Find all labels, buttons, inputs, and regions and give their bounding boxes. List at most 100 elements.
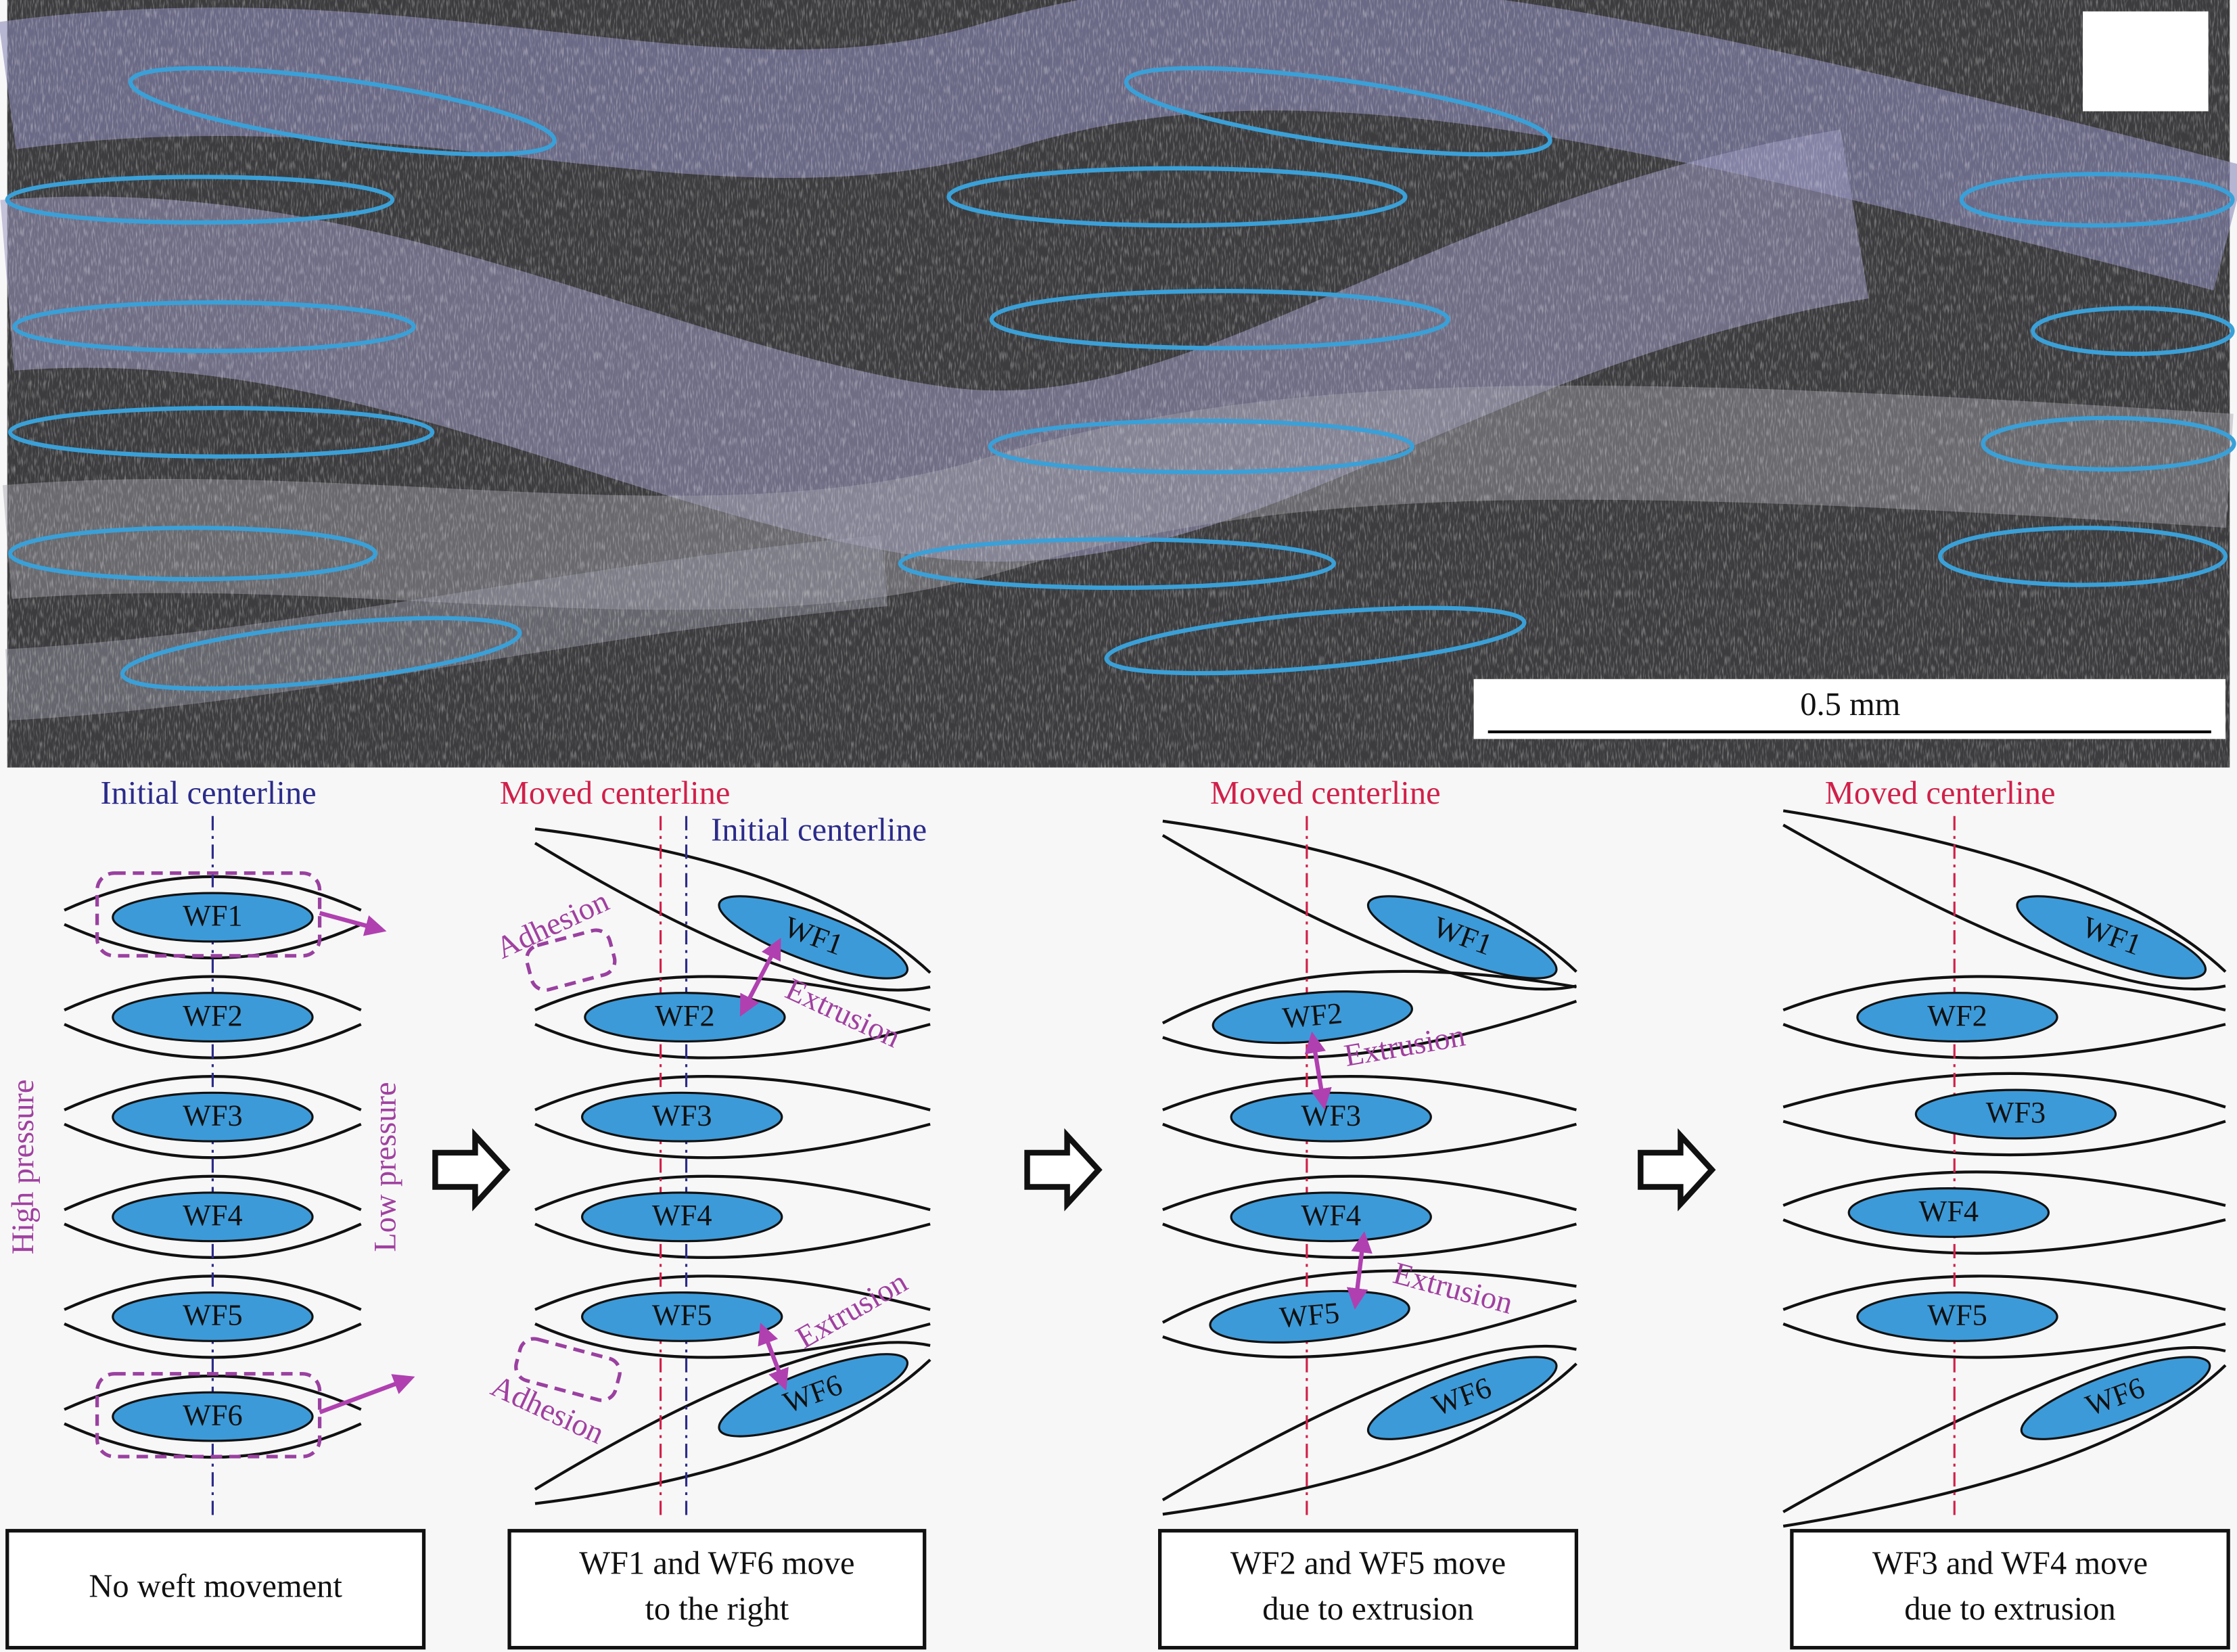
warp-yarn	[534, 1023, 931, 1059]
weft-label: WF5	[652, 1299, 712, 1332]
warp-yarn	[534, 1358, 931, 1505]
micrograph: 0.5 mm	[0, 0, 2237, 768]
weft-ellipse	[718, 895, 909, 980]
warp-yarn	[534, 1075, 931, 1111]
warp-yarn	[1782, 975, 2226, 1012]
scale-bar-box	[1473, 679, 2226, 739]
warp-yarn	[1162, 1362, 1577, 1516]
warp-yarn	[64, 1122, 362, 1160]
weft: WF5	[112, 1291, 314, 1342]
weft-ellipse	[581, 1191, 783, 1243]
weft-label: WF1	[183, 899, 243, 932]
warp-yarn	[1782, 1346, 2226, 1513]
scale-bar-label: 0.5 mm	[1800, 687, 1900, 722]
weft: WF2	[1856, 992, 2058, 1043]
weft-label: WF4	[1301, 1199, 1361, 1232]
weft-ellipse	[1366, 1356, 1558, 1440]
warp-yarn	[1782, 823, 2226, 991]
annotation: High pressure	[6, 1080, 41, 1255]
weft-ellipse	[112, 892, 314, 943]
weft: WF2	[584, 992, 786, 1043]
caption: WF3 and WF4 move	[1872, 1546, 2148, 1582]
movement-arrow	[758, 1323, 789, 1391]
caption-box	[5, 1529, 426, 1650]
warp-yarn	[1782, 1275, 2226, 1311]
weft-label: WF3	[183, 1099, 243, 1132]
weft-label: WF2	[1281, 996, 1343, 1035]
warp-yarn	[64, 975, 362, 1011]
warp-yarn	[534, 975, 931, 1012]
warp-yarn	[1162, 819, 1577, 973]
weft: WF5	[581, 1291, 783, 1342]
adhesion-box	[514, 1337, 622, 1402]
weft-ellipse	[581, 1091, 783, 1143]
warp-yarn	[1162, 1074, 1577, 1111]
warp-yarn	[1782, 809, 2227, 973]
weft-label: WF2	[655, 999, 715, 1032]
warp-yarn	[534, 1322, 931, 1359]
weft: WF5	[1856, 1291, 2058, 1342]
weft-label: WF3	[1986, 1096, 2046, 1129]
warp-yarn	[1161, 1344, 1577, 1502]
weft: WF6	[718, 1353, 909, 1438]
weft-label: WF4	[1919, 1195, 1979, 1228]
warp-yarn	[1782, 1023, 2226, 1059]
panel: Moved centerlineWF1WF2WF3WF4WF5WF6Extrus…	[1158, 775, 1579, 1650]
weft-label: WF4	[652, 1199, 712, 1232]
movement-arrow	[1346, 1231, 1373, 1310]
warp-yarn	[1161, 969, 1577, 1025]
weft-ellipse	[2020, 1356, 2211, 1440]
weft-ellipse	[112, 1291, 314, 1342]
weft-label: WF3	[652, 1099, 712, 1132]
warp-yarn	[1782, 1170, 2226, 1207]
warp-yarn	[1162, 1122, 1577, 1160]
warp-yarn	[64, 1174, 362, 1212]
weft: WF4	[581, 1191, 783, 1243]
weft-ellipse	[718, 1353, 909, 1438]
movement-arrow	[1304, 1031, 1332, 1110]
weft-ellipse	[2016, 895, 2207, 980]
warp-yarn	[534, 1174, 931, 1212]
warp-yarn	[534, 827, 931, 974]
weft: WF3	[112, 1091, 314, 1143]
caption: WF2 and WF5 move	[1230, 1546, 1506, 1582]
warp-yarn	[1162, 999, 1577, 1059]
weft: WF6	[112, 1391, 314, 1442]
weft-ellipse	[1856, 1291, 2058, 1342]
white-box	[2083, 11, 2209, 112]
warp-yarn	[534, 1122, 931, 1160]
centerline-label: Moved centerline	[1825, 775, 2056, 811]
warp-yarn	[1782, 1072, 2226, 1109]
adhesion-box	[95, 1372, 322, 1459]
warp-yarn	[534, 1275, 931, 1311]
caption-box	[1790, 1529, 2230, 1650]
caption: to the right	[645, 1591, 789, 1627]
weft-label: WF2	[183, 999, 243, 1032]
weft-label: WF5	[183, 1299, 243, 1332]
warp-yarn	[1162, 1174, 1577, 1212]
weft: WF2	[112, 992, 314, 1043]
weft-ellipse	[1230, 1191, 1432, 1243]
weft: WF4	[112, 1191, 314, 1243]
weft-ellipse	[1847, 1187, 2050, 1238]
weft: WF3	[1914, 1088, 2117, 1140]
centerline-label: Initial centerline	[711, 812, 927, 848]
weft: WF1	[112, 892, 314, 943]
weft-label: WF6	[183, 1398, 243, 1431]
warp-yarn	[1161, 834, 1577, 991]
step-arrow	[432, 1128, 511, 1212]
weft: WF3	[1230, 1091, 1432, 1143]
panels: Initial centerlineWF1WF2WF3WF4WF5WF6High…	[5, 775, 2230, 1650]
warp-yarn	[1782, 1364, 2227, 1528]
movement-arrow	[739, 938, 781, 1017]
warp-yarn	[64, 1374, 362, 1411]
weft-ellipse	[1914, 1088, 2117, 1140]
adhesion-box	[524, 928, 617, 992]
adhesion-box	[95, 871, 322, 958]
caption-box	[507, 1529, 927, 1650]
movement-arrow	[319, 911, 387, 936]
centerline-label: Initial centerline	[101, 775, 317, 811]
warp-yarn	[1782, 1322, 2226, 1359]
